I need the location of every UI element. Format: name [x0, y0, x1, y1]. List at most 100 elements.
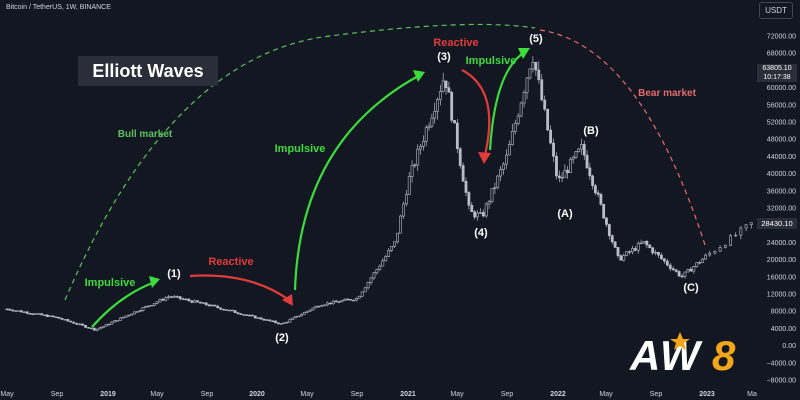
candle-body — [11, 309, 15, 312]
time-tick-label: Sep — [650, 391, 663, 398]
candle-body — [467, 192, 471, 206]
impulsive-arrow-2 — [293, 74, 421, 291]
candle-body — [337, 301, 341, 303]
candle-body — [744, 224, 748, 229]
candle-body — [734, 234, 738, 237]
price-tick-label: 48000.00 — [767, 137, 796, 144]
time-tick-label: May — [300, 391, 314, 398]
currency-button[interactable]: USDT — [759, 2, 793, 19]
candle-body — [543, 99, 547, 110]
candle-body — [104, 323, 108, 327]
candle-body — [233, 310, 237, 314]
impulsive-arrow-3 — [488, 51, 526, 151]
candle-body — [320, 305, 324, 307]
candle-body — [686, 268, 690, 273]
candle-body — [199, 301, 202, 304]
candle-body — [187, 298, 191, 302]
candle-body — [323, 304, 326, 307]
impulsive-label-3: Impulsive — [466, 55, 517, 67]
candle-body — [224, 309, 228, 311]
bull-market-label: Bull market — [118, 129, 173, 140]
logo-8: 8 — [712, 332, 736, 376]
candle-body — [363, 287, 367, 293]
wave-arrows — [91, 48, 530, 328]
candle-body — [48, 315, 52, 318]
wave-label-a: (A) — [557, 208, 573, 220]
price-tick-label: 8000.00 — [771, 309, 796, 316]
candle-body — [607, 224, 611, 236]
candle-body — [311, 307, 315, 311]
candle-body — [138, 310, 142, 312]
candle-body — [580, 144, 583, 150]
candle-body — [610, 235, 614, 243]
candle-body — [519, 102, 523, 117]
candle-body — [81, 323, 84, 326]
candle-body — [184, 298, 188, 301]
candle-body — [549, 129, 552, 144]
candle-body — [560, 177, 564, 179]
candle-body — [167, 296, 171, 299]
candle-body — [271, 320, 274, 322]
candle-body — [484, 203, 488, 217]
candle-body — [660, 254, 663, 260]
candle-body — [20, 310, 23, 313]
time-axis: May Sep 2019 May Sep 2020 May Sep 2021 May Sep 2022… — [0, 384, 800, 400]
candle-body — [628, 251, 631, 253]
wave-label-5: (5) — [529, 33, 543, 45]
candle-body — [236, 312, 240, 314]
time-tick-label: 2021 — [400, 391, 416, 398]
candle-body — [173, 296, 176, 298]
candle-body — [372, 272, 376, 279]
logo-a: A — [629, 332, 660, 376]
candle-body — [135, 311, 139, 313]
aw8-logo: A W 8 — [629, 332, 736, 376]
candle-body — [279, 323, 283, 325]
candle-body — [588, 167, 592, 177]
time-tick-label: 2019 — [100, 391, 116, 398]
candle-body — [692, 266, 696, 272]
reactive-arrow-2-head — [478, 152, 491, 164]
candle-body — [343, 298, 347, 301]
candle-body — [256, 317, 260, 319]
price-axis-background — [757, 20, 800, 392]
candle-body — [596, 192, 600, 195]
candle-body — [297, 315, 300, 318]
candle-body — [170, 296, 173, 298]
candle-body — [213, 304, 217, 307]
candle-body — [155, 301, 159, 304]
candle-body — [505, 154, 508, 165]
candle-body — [616, 247, 620, 256]
time-tick-label: May — [0, 391, 14, 398]
bar-countdown: 10:17:38 — [763, 74, 791, 81]
candle-body — [66, 319, 70, 322]
reactive-arrow-1 — [189, 274, 290, 301]
candle-body — [274, 320, 277, 324]
candle-body — [101, 325, 105, 328]
candle-body — [84, 324, 87, 328]
time-tick-label: Sep — [501, 391, 514, 398]
candle-body — [250, 314, 254, 317]
candle-body — [190, 300, 194, 303]
price-tick-label: 4000.00 — [771, 326, 796, 333]
reactive-arrow-2 — [461, 69, 491, 156]
candle-body — [680, 275, 684, 278]
candle-body — [557, 175, 561, 179]
candle-body — [133, 311, 136, 315]
candle-body — [447, 87, 451, 93]
candle-body — [571, 156, 575, 160]
candle-body — [98, 327, 102, 330]
price-tick-label: 16000.00 — [767, 274, 796, 281]
chart-title: Elliott Waves — [78, 56, 218, 86]
candle-body — [357, 295, 361, 299]
candle-body — [470, 204, 474, 213]
candle-body — [419, 146, 422, 150]
price-tick-label: 40000.00 — [767, 171, 796, 178]
candle-body — [683, 271, 687, 277]
candle-body — [479, 212, 482, 214]
candle-body — [410, 165, 414, 177]
candle-body — [305, 310, 309, 313]
time-tick-label: 2020 — [249, 391, 265, 398]
candle-body — [585, 154, 589, 169]
candle-body — [216, 305, 220, 309]
candle-body — [5, 308, 9, 311]
